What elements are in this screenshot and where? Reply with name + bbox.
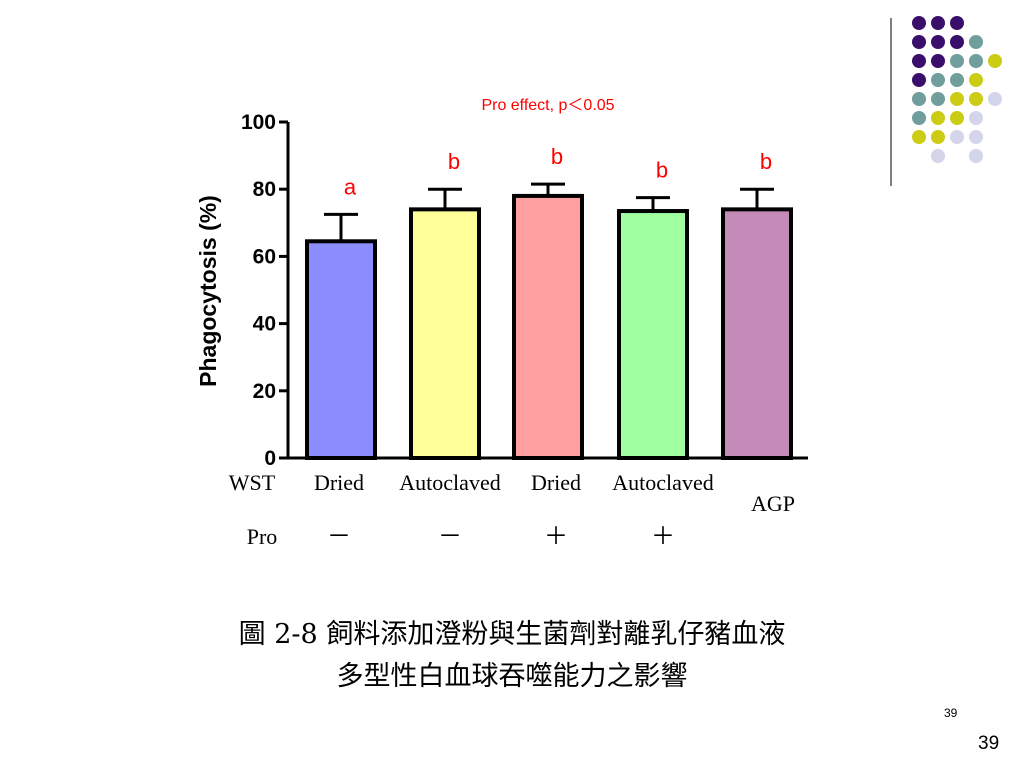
decorative-dot [931,16,945,30]
y-tick-label: 20 [253,380,276,403]
category-label: Autoclaved [399,470,500,495]
pro-sign: － [327,524,351,550]
significance-letter: b [656,158,668,183]
decorative-dot [988,92,1002,106]
error-bars [324,182,774,242]
significance-letter: b [760,149,772,174]
bar [617,209,689,460]
slide-number: 39 [978,733,1000,754]
significance-letter: b [448,149,460,174]
y-axis-label: Phagocytosis (%) [195,195,221,387]
figure-caption-line2: 多型性白血球吞噬能力之影響 [336,661,688,692]
pro-sign: － [438,524,462,550]
category-label: Dried [531,470,581,495]
decorative-dot [969,73,983,87]
decorative-dot [969,130,983,144]
bar [409,207,481,460]
y-tick-label: 40 [253,313,276,336]
decorative-dot [950,130,964,144]
decorative-dot [912,73,926,87]
decorative-dot [931,130,945,144]
decorative-dot [931,111,945,125]
decorative-dot [912,35,926,49]
wst-row-label: WST [229,470,276,495]
decorative-dot [912,54,926,68]
decorative-dot [969,35,983,49]
decorative-dot-grid [912,16,1002,163]
bar [512,193,584,460]
decorative-dot [950,73,964,87]
decorative-dot [969,111,983,125]
decorative-dot [969,92,983,106]
decorative-dot [988,54,1002,68]
y-tick-label: 80 [253,178,276,201]
category-label: Dried [314,470,364,495]
decorative-dot [931,73,945,87]
pro-row-label: Pro [247,524,278,549]
bar [305,239,377,460]
decorative-dot [950,35,964,49]
significance-letter: b [551,144,563,169]
decorative-dot [912,111,926,125]
category-labels: Dried Autoclaved Dried Autoclaved AGP [314,470,795,516]
decorative-dot [950,111,964,125]
decorative-dot [931,149,945,163]
decorative-dot [931,54,945,68]
decorative-dot [912,16,926,30]
y-tick-label: 100 [241,111,276,134]
decorative-dot [969,54,983,68]
pro-sign: ＋ [651,524,675,550]
decorative-dot [931,35,945,49]
decorative-dot [912,130,926,144]
decorative-dot [950,92,964,106]
significance-letters: a b b b b [344,144,772,199]
decorative-dot [950,54,964,68]
category-label: Autoclaved [612,470,713,495]
significance-letter: a [344,174,357,199]
slide-number-small: 39 [944,706,958,720]
y-tick-label: 0 [264,447,276,470]
pro-signs: － － ＋ ＋ [327,524,675,550]
chart-title: Pro effect, p＜0.05 [481,97,614,114]
bar [721,207,793,460]
decorative-dot [931,92,945,106]
bars [305,193,793,460]
category-label: AGP [751,491,795,516]
decorative-dot [969,149,983,163]
y-tick-label: 60 [253,245,276,268]
decorative-dot [950,16,964,30]
figure-caption-line1: 圖 2-8 飼料添加澄粉與生菌劑對離乳仔豬血液 [238,619,786,650]
decorative-dot [912,92,926,106]
pro-sign: ＋ [544,524,568,550]
